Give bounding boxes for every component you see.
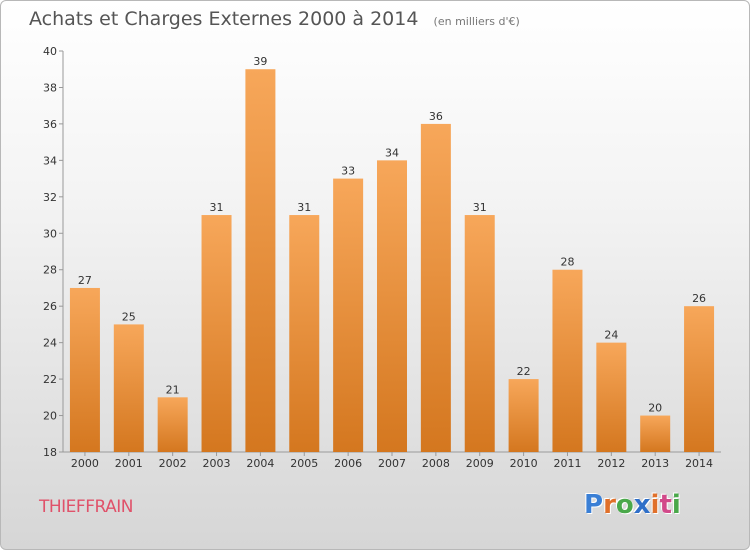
bar-2011 bbox=[552, 269, 583, 452]
bar-2001 bbox=[113, 324, 144, 452]
x-tick-label: 2006 bbox=[334, 457, 362, 470]
y-tick-label: 20 bbox=[43, 410, 57, 423]
x-tick-label: 2005 bbox=[290, 457, 318, 470]
bar-2000 bbox=[69, 287, 100, 452]
x-tick-label: 2008 bbox=[422, 457, 450, 470]
value-label: 21 bbox=[166, 383, 180, 396]
value-label: 20 bbox=[648, 402, 662, 415]
y-tick-label: 22 bbox=[43, 373, 57, 386]
value-label: 33 bbox=[341, 165, 355, 178]
y-tick-label: 40 bbox=[43, 45, 57, 58]
bar-2003 bbox=[201, 215, 232, 452]
y-tick-label: 24 bbox=[43, 337, 57, 350]
bar-2006 bbox=[333, 178, 364, 452]
bar-2013 bbox=[640, 415, 671, 452]
y-tick-label: 26 bbox=[43, 300, 57, 313]
x-tick-label: 2014 bbox=[685, 457, 713, 470]
bars bbox=[69, 69, 715, 453]
commune-name: THIEFFRAIN bbox=[39, 497, 133, 517]
value-label: 36 bbox=[429, 110, 443, 123]
bar-2002 bbox=[157, 397, 188, 452]
y-tick-label: 38 bbox=[43, 81, 57, 94]
x-tick-label: 2007 bbox=[378, 457, 406, 470]
y-tick-label: 30 bbox=[43, 227, 57, 240]
x-tick-label: 2002 bbox=[159, 457, 187, 470]
value-label: 25 bbox=[122, 310, 136, 323]
chart-unit: (en milliers d'€) bbox=[433, 15, 520, 28]
title-row: Achats et Charges Externes 2000 à 2014 (… bbox=[29, 8, 520, 30]
value-label: 31 bbox=[210, 201, 224, 214]
proxiti-logo: Proxiti bbox=[584, 490, 681, 520]
x-tick-label: 2003 bbox=[203, 457, 231, 470]
y-tick-label: 28 bbox=[43, 264, 57, 277]
value-label: 24 bbox=[604, 329, 618, 342]
x-tick-label: 2001 bbox=[115, 457, 143, 470]
value-label: 31 bbox=[297, 201, 311, 214]
value-label: 34 bbox=[385, 146, 399, 159]
labels: 2000 27 2001 25 2002 21 2003 31 2004 39 2005 31 2006… bbox=[71, 55, 713, 470]
x-tick-label: 2004 bbox=[246, 457, 274, 470]
y-tick-label: 36 bbox=[43, 118, 57, 131]
bar-2010 bbox=[508, 379, 539, 452]
bar-2007 bbox=[377, 160, 407, 452]
x-tick-label: 2010 bbox=[510, 457, 538, 470]
bar-2012 bbox=[596, 342, 627, 452]
y-tick-label: 32 bbox=[43, 191, 57, 204]
value-label: 26 bbox=[692, 292, 706, 305]
value-label: 28 bbox=[560, 256, 574, 269]
bar-2005 bbox=[289, 215, 320, 452]
y-tick-label: 34 bbox=[43, 154, 57, 167]
y-tick-label: 18 bbox=[43, 446, 57, 459]
value-label: 39 bbox=[253, 55, 267, 68]
x-tick-label: 2013 bbox=[641, 457, 669, 470]
bar-2004 bbox=[245, 69, 276, 453]
chart-title: Achats et Charges Externes 2000 à 2014 bbox=[29, 8, 419, 30]
x-tick-label: 2011 bbox=[553, 457, 581, 470]
bar-2008 bbox=[420, 123, 451, 452]
x-tick-label: 2009 bbox=[466, 457, 494, 470]
x-tick-label: 2000 bbox=[71, 457, 99, 470]
value-label: 22 bbox=[517, 365, 531, 378]
value-label: 31 bbox=[473, 201, 487, 214]
bar-2014 bbox=[684, 306, 715, 452]
value-label: 27 bbox=[78, 274, 92, 287]
x-tick-label: 2012 bbox=[597, 457, 625, 470]
bar-2009 bbox=[464, 215, 495, 452]
